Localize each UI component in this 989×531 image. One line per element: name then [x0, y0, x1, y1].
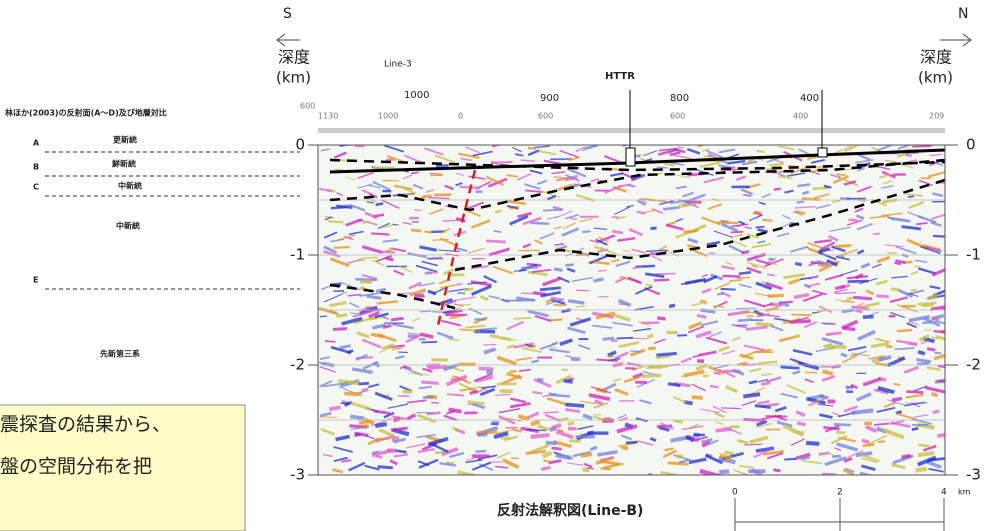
depth-tick-right: -2: [966, 356, 981, 374]
note-box: [0, 404, 246, 531]
scale-tick: 4: [941, 488, 947, 498]
north-label: N: [958, 6, 968, 22]
distance-tick: 800: [670, 93, 689, 104]
depth-unit-right: (km): [918, 69, 953, 87]
shotpoint-label: 600: [538, 112, 553, 121]
shotpoint-label: 600: [670, 112, 685, 121]
horizon-letter: E: [33, 276, 38, 285]
line-label: Line-3: [384, 60, 412, 70]
shotpoint-bar: [318, 128, 945, 133]
shotpoint-label: 1000: [378, 112, 398, 121]
site-box: [625, 147, 636, 167]
well-box: [817, 147, 828, 158]
unit-label: 鮮新統: [112, 159, 136, 169]
depth-tick-left: -3: [290, 466, 305, 484]
depth-label-left: 深度: [278, 48, 310, 67]
note-line: 盤の空間分布を把: [0, 456, 152, 478]
horizon-letter: C: [33, 183, 39, 192]
site-label: HTTR: [605, 71, 635, 82]
unit-label: 中新統: [116, 221, 140, 231]
unit-label: 更新統: [113, 135, 137, 145]
note-line: 震探査の結果から、: [0, 414, 171, 436]
line-marker: 1000: [404, 90, 429, 101]
depth-tick-right: -1: [966, 246, 981, 264]
north-arrow: [940, 33, 972, 47]
seismic-section: [318, 145, 945, 475]
horizon-letter: B: [33, 163, 39, 172]
horizon-letter: A: [33, 139, 40, 148]
shotpoint-label: 0: [458, 112, 463, 121]
section-frame: [317, 144, 946, 476]
caption: 反射法解釈図(Line-B): [497, 502, 643, 519]
shotpoint-label: 600: [300, 102, 315, 111]
scale-tick: 0: [732, 488, 738, 498]
south-arrow: [276, 33, 300, 47]
shotpoint-label: 400: [793, 112, 808, 121]
depth-tick-left: -2: [290, 356, 305, 374]
depth-unit-left: (km): [276, 69, 311, 87]
depth-tick-left: 0: [295, 136, 305, 154]
depth-label-right: 深度: [920, 48, 952, 67]
south-label: S: [283, 6, 292, 22]
unit-label: 先新第三系: [100, 349, 140, 359]
shotpoint-label: 209: [929, 112, 944, 121]
distance-tick: 900: [540, 93, 559, 104]
shotpoint-label: 1130: [318, 112, 338, 121]
legend-title: 林ほか(2003)の反射面(A〜D)及び地層対比: [5, 108, 167, 118]
unit-label: 中新統: [118, 181, 142, 191]
distance-tick: 400: [800, 93, 819, 104]
depth-tick-left: -1: [290, 246, 305, 264]
scale-bar: [734, 498, 945, 531]
scale-unit: km: [958, 488, 971, 497]
scale-tick: 2: [837, 488, 843, 498]
depth-tick-right: -3: [966, 466, 981, 484]
depth-tick-right: 0: [966, 136, 976, 154]
